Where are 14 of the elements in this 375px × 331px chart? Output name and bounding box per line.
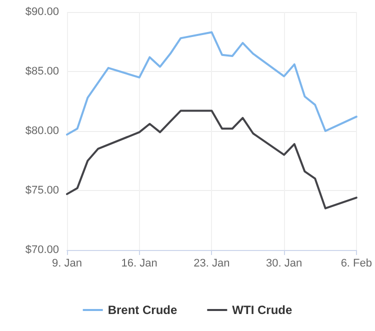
x-tick-label: 16. Jan (121, 258, 158, 270)
line-series (66, 110, 358, 210)
x-tick-label: 30. Jan (266, 258, 302, 270)
x-tick-label: 6. Feb (340, 258, 372, 270)
y-tick-label: $75.00 (25, 184, 59, 196)
line-series (66, 31, 358, 136)
y-tick-label: $90.00 (25, 6, 59, 18)
y-tick-label: $80.00 (25, 125, 59, 137)
x-tick-label: 9. Jan (52, 258, 82, 270)
y-tick-label: $85.00 (25, 66, 59, 78)
legend-label: WTI Crude (232, 303, 292, 317)
legend-label: Brent Crude (108, 303, 178, 317)
y-tick-label: $70.00 (25, 244, 59, 256)
x-tick-label: 23. Jan (194, 258, 230, 270)
